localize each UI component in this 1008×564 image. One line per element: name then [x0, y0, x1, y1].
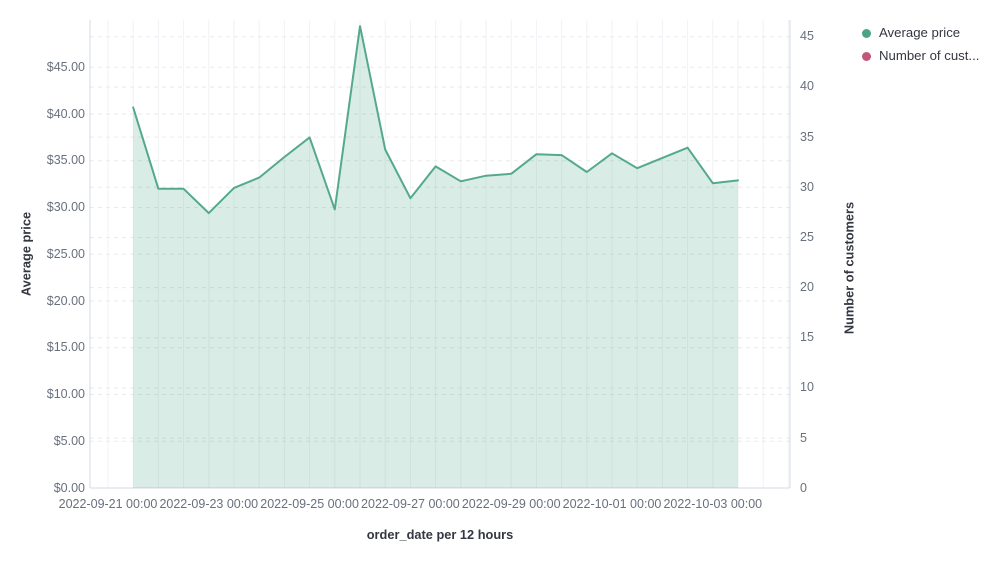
right-axis-tick-label: 30: [800, 179, 814, 194]
legend-item-number-of-customers[interactable]: Number of cust...: [862, 47, 979, 65]
x-axis-tick-label: 2022-09-21 00:00: [58, 497, 158, 511]
area-series-fill: [133, 26, 738, 488]
left-axis-tick-label: $15.00: [46, 340, 85, 355]
left-axis-tick-label: $45.00: [46, 59, 85, 74]
right-axis-tick-label: 25: [800, 229, 814, 244]
x-axis-tick-label: 2022-09-29 00:00: [461, 497, 561, 511]
x-axis-tick-label: 2022-09-23 00:00: [159, 497, 259, 511]
x-axis-tick-label: 2022-10-01 00:00: [562, 497, 662, 511]
x-axis-tick-label: 2022-10-03 00:00: [663, 497, 763, 511]
right-axis-title: Number of customers: [841, 201, 857, 335]
left-axis-tick-label: $20.00: [46, 293, 85, 308]
right-axis-tick-label: 40: [800, 79, 814, 94]
left-axis-tick-label: $5.00: [53, 433, 85, 448]
left-axis-title: Average price: [18, 211, 34, 297]
right-axis-tick-label: 5: [800, 430, 807, 445]
area-series-line: [132, 25, 739, 215]
right-axis-tick-label: 20: [800, 280, 814, 295]
legend-label: Average price: [879, 25, 961, 40]
left-axis-tick-label: $0.00: [53, 480, 85, 495]
legend-dot-number-of-customers-icon: [862, 51, 871, 61]
right-axis-tick-label: 15: [800, 330, 814, 345]
left-axis-tick-label: $35.00: [46, 153, 85, 168]
right-axis-tick-label: 45: [800, 29, 814, 44]
x-axis-tick-label: 2022-09-27 00:00: [361, 497, 460, 511]
right-axis-tick-label: 10: [800, 380, 814, 395]
legend-dot-average-price-icon: [862, 28, 871, 38]
left-axis-tick-label: $25.00: [46, 246, 85, 261]
legend-label: Number of cust...: [879, 48, 980, 63]
left-axis-tick-label: $30.00: [46, 200, 85, 214]
left-axis-tick-label: $40.00: [46, 106, 85, 121]
left-axis-tick-label: $10.00: [46, 387, 85, 401]
x-axis-title: order_date per 12 hours: [366, 527, 514, 542]
legend-item-average-price[interactable]: Average price: [862, 24, 979, 42]
x-axis-tick-label: 2022-09-25 00:00: [260, 497, 359, 511]
right-axis-tick-label: 35: [800, 129, 814, 144]
legend: Average price Number of cust...: [862, 24, 979, 65]
right-axis-tick-label: 0: [800, 480, 807, 495]
